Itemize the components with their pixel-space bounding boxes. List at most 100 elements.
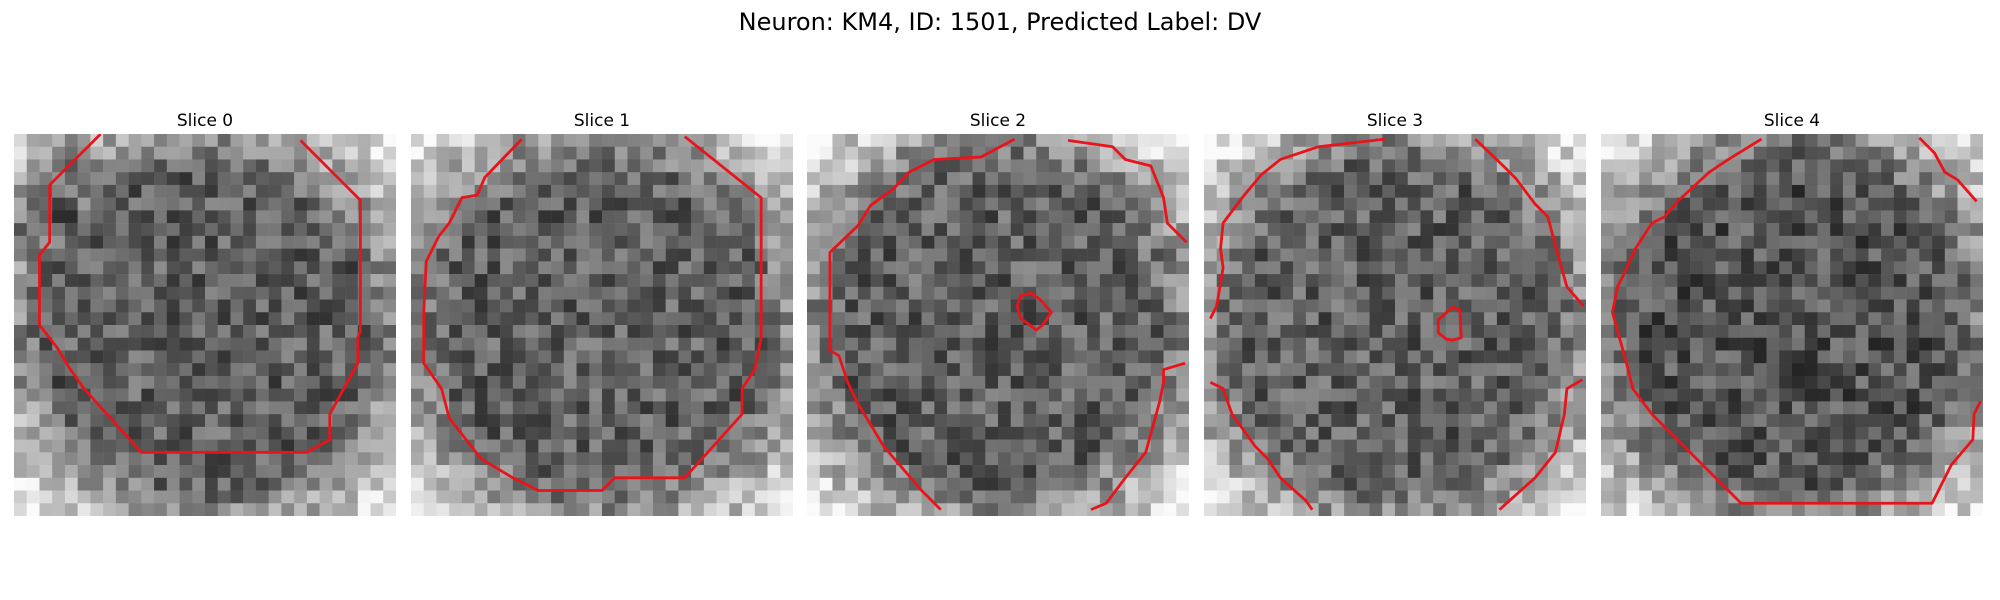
pixel	[217, 363, 231, 377]
pixel	[1061, 375, 1075, 389]
pixel	[319, 388, 333, 402]
pixel	[1163, 465, 1177, 479]
pixel	[1817, 414, 1831, 428]
pixel	[1229, 439, 1243, 453]
pixel	[39, 465, 53, 479]
pixel	[383, 261, 396, 275]
pixel	[1690, 375, 1704, 389]
pixel	[1369, 452, 1383, 466]
pixel	[1099, 184, 1113, 198]
pixel	[1944, 363, 1958, 377]
pixel	[1125, 248, 1139, 262]
pixel	[1344, 134, 1358, 147]
pixel	[947, 286, 961, 300]
pixel	[1613, 184, 1627, 198]
pixel	[845, 503, 859, 516]
pixel	[959, 439, 973, 453]
pixel	[1010, 350, 1024, 364]
pixel	[1842, 223, 1856, 237]
pixel	[1344, 235, 1358, 249]
pixel	[1420, 235, 1434, 249]
pixel	[896, 452, 910, 466]
pixel	[1229, 286, 1243, 300]
pixel	[1881, 299, 1895, 313]
pixel	[294, 172, 308, 186]
contour-line	[1498, 378, 1583, 511]
pixel	[589, 197, 603, 211]
pixel	[1817, 439, 1831, 453]
slice-title: Slice 2	[969, 111, 1027, 131]
pixel	[1842, 439, 1856, 453]
pixel	[972, 274, 986, 288]
pixel	[411, 503, 424, 516]
pixel	[243, 274, 257, 288]
pixel	[1893, 490, 1907, 504]
pixel	[1639, 490, 1653, 504]
pixel	[1522, 274, 1536, 288]
pixel	[77, 134, 91, 147]
pixel	[1766, 490, 1780, 504]
pixel	[281, 465, 295, 479]
pixel	[959, 490, 973, 504]
pixel	[255, 223, 269, 237]
pixel	[411, 337, 424, 351]
pixel	[1957, 375, 1971, 389]
pixel	[678, 274, 692, 288]
pixel	[1535, 452, 1549, 466]
pixel	[1677, 248, 1691, 262]
pixel	[294, 439, 308, 453]
pixel	[1842, 426, 1856, 440]
pixel	[26, 503, 40, 516]
pixel	[985, 235, 999, 249]
pixel	[26, 439, 40, 453]
pixel	[1010, 388, 1024, 402]
pixel	[845, 299, 859, 313]
pixel	[896, 210, 910, 224]
pixel	[461, 197, 475, 211]
pixel	[14, 197, 27, 211]
pixel	[166, 426, 180, 440]
pixel	[64, 337, 78, 351]
pixel	[500, 477, 514, 491]
pixel	[1626, 197, 1640, 211]
pixel	[1613, 452, 1627, 466]
pixel	[896, 477, 910, 491]
pixel	[1906, 465, 1920, 479]
pixel	[1957, 299, 1971, 313]
pixel	[1176, 248, 1189, 262]
pixel	[141, 261, 155, 275]
pixel	[1830, 210, 1844, 224]
pixel	[26, 146, 40, 160]
pixel	[383, 197, 396, 211]
pixel	[1601, 159, 1614, 173]
pixel	[1048, 503, 1062, 516]
pixel	[832, 375, 846, 389]
pixel	[1036, 490, 1050, 504]
pixel	[1855, 286, 1869, 300]
pixel	[1267, 375, 1281, 389]
pixel	[487, 274, 501, 288]
pixel	[934, 235, 948, 249]
pixel	[1792, 337, 1805, 351]
pixel	[1496, 312, 1510, 326]
pixel	[166, 172, 180, 186]
pixel	[1690, 490, 1704, 504]
pixel	[1099, 503, 1113, 516]
pixel	[1280, 274, 1294, 288]
pixel	[1715, 388, 1729, 402]
pixel	[716, 337, 730, 351]
pixel	[1881, 223, 1895, 237]
pixel	[512, 465, 526, 479]
pixel	[1535, 172, 1549, 186]
pixel	[1048, 312, 1062, 326]
pixel	[703, 439, 717, 453]
pixel	[77, 286, 91, 300]
pixel	[192, 439, 206, 453]
pixel	[742, 465, 756, 479]
pixel	[1881, 325, 1895, 338]
pixel	[319, 477, 333, 491]
pixel	[64, 465, 78, 479]
pixel	[166, 375, 180, 389]
pixel	[1766, 350, 1780, 364]
pixel	[52, 159, 66, 173]
